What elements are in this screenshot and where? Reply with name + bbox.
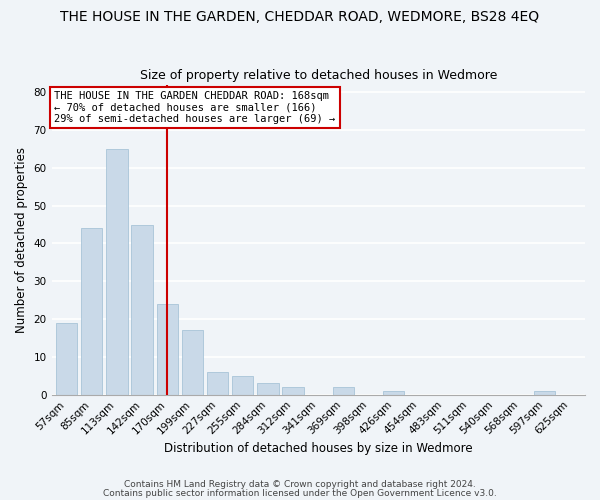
Bar [207, 372, 229, 394]
Bar [157, 304, 178, 394]
Bar [106, 149, 128, 394]
Y-axis label: Number of detached properties: Number of detached properties [15, 146, 28, 332]
Bar [257, 384, 278, 394]
Bar [81, 228, 103, 394]
Text: Contains HM Land Registry data © Crown copyright and database right 2024.: Contains HM Land Registry data © Crown c… [124, 480, 476, 489]
Text: THE HOUSE IN THE GARDEN, CHEDDAR ROAD, WEDMORE, BS28 4EQ: THE HOUSE IN THE GARDEN, CHEDDAR ROAD, W… [61, 10, 539, 24]
Bar [333, 387, 354, 394]
Title: Size of property relative to detached houses in Wedmore: Size of property relative to detached ho… [140, 69, 497, 82]
Bar [383, 391, 404, 394]
Bar [534, 391, 556, 394]
Text: Contains public sector information licensed under the Open Government Licence v3: Contains public sector information licen… [103, 488, 497, 498]
X-axis label: Distribution of detached houses by size in Wedmore: Distribution of detached houses by size … [164, 442, 473, 455]
Bar [232, 376, 253, 394]
Bar [283, 387, 304, 394]
Bar [56, 323, 77, 394]
Bar [182, 330, 203, 394]
Text: THE HOUSE IN THE GARDEN CHEDDAR ROAD: 168sqm
← 70% of detached houses are smalle: THE HOUSE IN THE GARDEN CHEDDAR ROAD: 16… [54, 91, 335, 124]
Bar [131, 224, 153, 394]
